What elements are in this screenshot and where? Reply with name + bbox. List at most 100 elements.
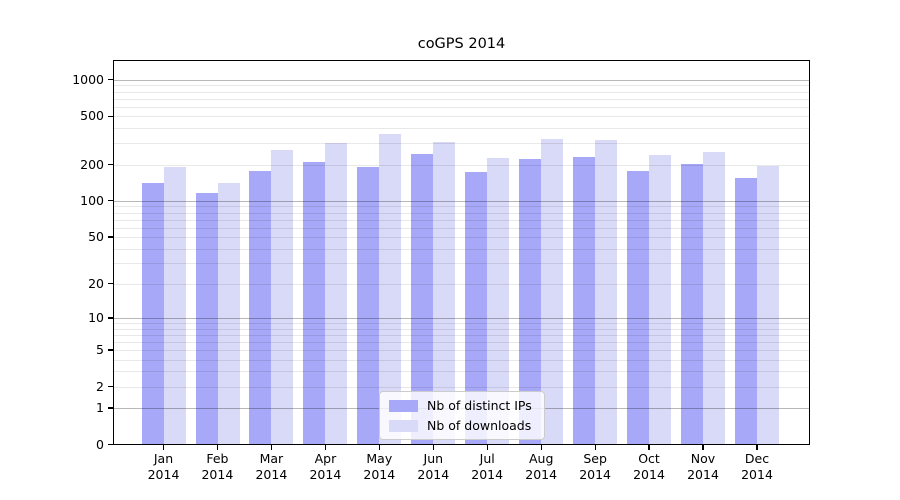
- y-tick-label: 2: [96, 378, 104, 394]
- x-tick-label-year: 2014: [417, 467, 450, 482]
- y-tick: [108, 407, 113, 409]
- x-tick-label: Oct 2014: [619, 451, 679, 483]
- x-tick-label-month: Sep: [583, 451, 607, 466]
- x-tick-label: Aug 2014: [511, 451, 571, 483]
- y-tick-label: 10: [88, 309, 104, 325]
- x-tick-label-month: Oct: [638, 451, 660, 466]
- y-tick: [108, 283, 113, 285]
- y-tick: [108, 200, 113, 202]
- legend-swatch-distinct-ips: [389, 399, 418, 412]
- y-tick: [108, 163, 113, 166]
- y-tick-label: 200: [80, 156, 104, 172]
- x-tick: [702, 445, 704, 450]
- bar-distinct-ips: [465, 172, 488, 445]
- x-tick: [324, 445, 326, 450]
- x-tick-label-month: Jun: [423, 451, 444, 466]
- x-tick: [216, 445, 219, 450]
- x-tick-label: Mar 2014: [241, 451, 301, 483]
- bar-distinct-ips: [357, 166, 380, 445]
- x-tick-label-year: 2014: [741, 467, 773, 482]
- x-tick-label: Sep 2014: [565, 451, 625, 483]
- x-tick: [270, 445, 273, 450]
- x-tick-label-year: 2014: [687, 467, 719, 482]
- x-tick-label: Jan 2014: [134, 451, 194, 483]
- x-tick-label-year: 2014: [471, 467, 504, 482]
- x-tick-label-month: Dec: [744, 451, 770, 466]
- x-tick-label-year: 2014: [201, 467, 234, 482]
- bar-downloads: [433, 142, 456, 445]
- y-tick: [108, 317, 113, 319]
- bar-distinct-ips: [735, 177, 757, 445]
- y-tick-label: 100: [80, 192, 104, 208]
- x-tick-label-year: 2014: [579, 467, 611, 482]
- x-tick-label-year: 2014: [255, 467, 288, 482]
- bar-downloads: [379, 133, 402, 445]
- bar-distinct-ips: [195, 192, 218, 445]
- y-tick: [108, 79, 113, 81]
- legend-swatch-downloads: [389, 419, 418, 432]
- bar-downloads: [541, 139, 564, 445]
- x-tick: [540, 445, 542, 450]
- y-tick-label: 1: [96, 399, 104, 415]
- x-tick-label: Apr 2014: [295, 451, 355, 483]
- bar-downloads: [325, 142, 348, 445]
- x-tick: [162, 445, 165, 450]
- y-tick: [108, 236, 113, 238]
- x-tick-label-year: 2014: [633, 467, 665, 482]
- bar-downloads: [217, 182, 240, 445]
- legend-row-downloads: Nb of downloads: [389, 418, 532, 433]
- x-tick-label-year: 2014: [309, 467, 342, 482]
- legend-label-downloads: Nb of downloads: [427, 418, 532, 433]
- x-tick-label-year: 2014: [525, 467, 558, 482]
- bar-downloads: [757, 165, 779, 445]
- x-tick: [486, 445, 488, 450]
- x-tick-label: Jul 2014: [457, 451, 517, 483]
- bar-downloads: [595, 139, 618, 445]
- legend: Nb of distinct IPs Nb of downloads: [379, 391, 545, 440]
- x-tick-label-month: Nov: [690, 451, 716, 466]
- bar-distinct-ips: [681, 164, 703, 445]
- legend-row-distinct-ips: Nb of distinct IPs: [389, 398, 532, 413]
- y-tick-label: 5: [96, 341, 104, 357]
- y-tick: [108, 443, 113, 446]
- x-tick-label: Nov 2014: [673, 451, 733, 483]
- x-tick: [594, 445, 596, 450]
- x-tick: [648, 445, 650, 450]
- x-tick: [378, 445, 380, 450]
- x-tick-label: Dec 2014: [727, 451, 787, 483]
- x-tick-label-month: May: [366, 451, 393, 466]
- y-tick-label: 20: [88, 275, 104, 291]
- bar-downloads: [163, 167, 186, 445]
- bar-downloads: [487, 157, 510, 445]
- bar-distinct-ips: [303, 161, 326, 445]
- x-tick-label: May 2014: [349, 451, 409, 483]
- y-tick: [108, 385, 113, 388]
- bars-layer: [113, 60, 810, 445]
- x-tick-label: Jun 2014: [403, 451, 463, 483]
- plot-area: [113, 60, 810, 445]
- legend-label-distinct-ips: Nb of distinct IPs: [427, 398, 532, 413]
- bar-distinct-ips: [627, 171, 649, 445]
- bar-distinct-ips: [141, 183, 164, 445]
- chart-title: coGPS 2014: [417, 36, 506, 52]
- bar-distinct-ips: [411, 154, 434, 445]
- x-tick: [432, 445, 434, 450]
- x-tick-label-month: Feb: [206, 451, 229, 466]
- bar-distinct-ips: [249, 170, 272, 445]
- x-tick-label-month: Aug: [528, 451, 554, 466]
- y-tick-label: 0: [96, 436, 104, 452]
- x-tick-label-month: Mar: [259, 451, 284, 466]
- y-tick-label: 1000: [72, 71, 104, 87]
- y-tick: [108, 115, 113, 117]
- y-tick-label: 500: [80, 108, 104, 124]
- x-tick-label: Feb 2014: [187, 451, 247, 483]
- bar-downloads: [271, 150, 294, 445]
- y-tick-label: 50: [88, 228, 104, 244]
- x-tick-label-month: Jan: [153, 451, 174, 466]
- x-tick-label-year: 2014: [147, 467, 180, 482]
- x-tick: [756, 445, 758, 450]
- x-tick-label-month: Apr: [314, 451, 337, 466]
- bar-distinct-ips: [573, 157, 596, 445]
- y-tick: [108, 349, 113, 351]
